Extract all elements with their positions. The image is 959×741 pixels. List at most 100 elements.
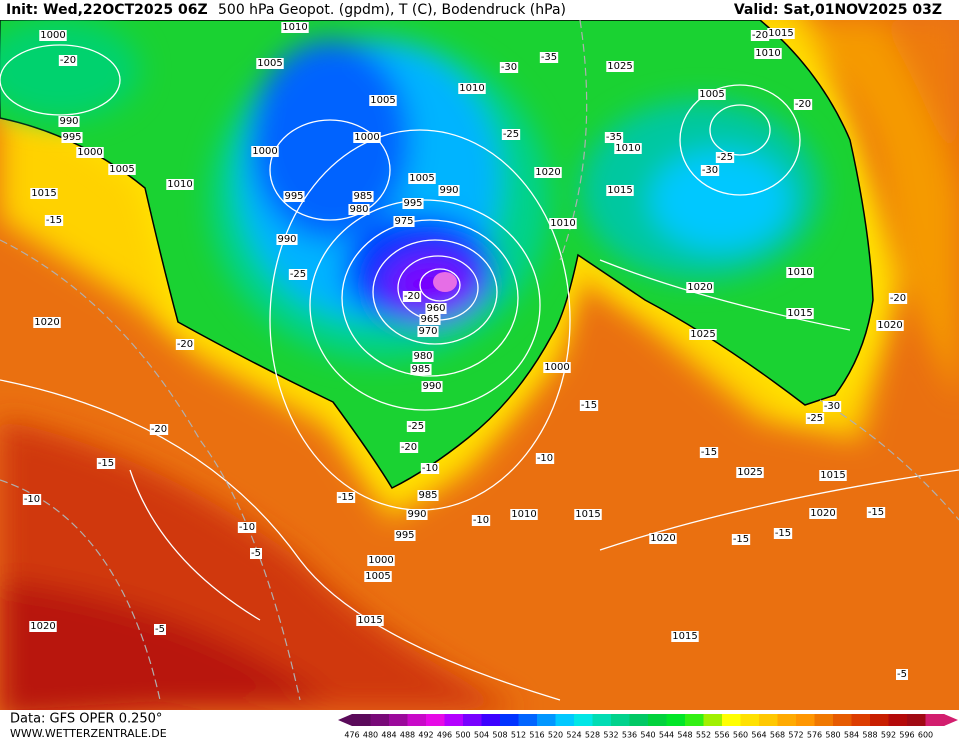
- isotherm-label-box: [896, 669, 908, 680]
- isobar-label-box: [786, 267, 814, 278]
- isotherm-label: -25: [290, 269, 306, 280]
- isotherm-label: -30: [824, 401, 840, 412]
- isotherm-label-box: [731, 534, 751, 545]
- isobar-label-box: [251, 146, 279, 157]
- isotherm-label: -15: [701, 447, 717, 458]
- isobar-label-box: [412, 351, 434, 362]
- isotherm-label: -30: [501, 62, 517, 73]
- isobar-label: 995: [284, 191, 303, 202]
- isobar-label: 1010: [615, 143, 640, 154]
- isobar-label: 1000: [368, 555, 393, 566]
- site-name: WWW.WETTERZENTRALE.DE: [10, 727, 167, 740]
- isobar-label-box: [61, 132, 83, 143]
- colorbar-swatch: [907, 714, 926, 726]
- isobar-label: 990: [439, 185, 458, 196]
- isobar-label-box: [402, 198, 424, 209]
- isobar-label-box: [410, 364, 432, 375]
- isotherm-label: -5: [251, 548, 261, 559]
- isobar-label-box: [419, 314, 441, 325]
- colorbar-label: 504: [474, 731, 489, 740]
- colorbar-swatch: [666, 714, 686, 726]
- isotherm-label: -15: [581, 400, 597, 411]
- isotherm-label-box: [250, 548, 262, 559]
- isobar-label-box: [394, 530, 416, 541]
- colorbar-label: 492: [418, 731, 433, 740]
- isobar-label: 1000: [544, 362, 569, 373]
- colorbar-swatch: [833, 714, 852, 726]
- isobar-label: 1005: [370, 95, 395, 106]
- isotherm-label: -20: [752, 30, 768, 41]
- colorbar-label: 540: [640, 731, 655, 740]
- isobar-label: 1010: [167, 179, 192, 190]
- isobar-label: 1015: [357, 615, 382, 626]
- isobar-label-box: [689, 329, 717, 340]
- isotherm-label-box: [154, 624, 166, 635]
- isobar-label-box: [458, 83, 486, 94]
- isobar-label-box: [614, 143, 642, 154]
- isobar-label: 1020: [877, 320, 902, 331]
- isobar-label: 1010: [755, 48, 780, 59]
- isobar-label: 1000: [354, 132, 379, 143]
- colorbar-label: 516: [529, 731, 544, 740]
- isotherm-label-box: [399, 442, 419, 453]
- isotherm-label: -25: [717, 152, 733, 163]
- isotherm-label-box: [579, 400, 599, 411]
- colorbar-arrow-left: [338, 714, 352, 726]
- isobar-label-box: [406, 509, 428, 520]
- isobar-label-box: [736, 467, 764, 478]
- isotherm-label-box: [700, 165, 720, 176]
- isobar-label-box: [364, 571, 392, 582]
- isotherm-label: -25: [503, 129, 519, 140]
- isotherm-label-box: [149, 424, 169, 435]
- colorbar-label: 500: [455, 731, 470, 740]
- isotherm-label: -20: [177, 339, 193, 350]
- isobar-label: 990: [277, 234, 296, 245]
- isobar-label-box: [408, 173, 436, 184]
- colorbar-swatch: [518, 714, 538, 726]
- colorbar-label: 576: [807, 731, 822, 740]
- colorbar-swatch: [703, 714, 723, 726]
- isotherm-label-box: [288, 269, 308, 280]
- isotherm-label-box: [822, 401, 842, 412]
- isotherm-label: -20: [404, 291, 420, 302]
- colorbar-label: 532: [603, 731, 618, 740]
- isobar-label-box: [510, 509, 538, 520]
- isotherm-label-box: [471, 515, 491, 526]
- isobar-label-box: [30, 188, 58, 199]
- colorbar-label: 512: [511, 731, 526, 740]
- colorbar-label: 560: [733, 731, 748, 740]
- isobar-label-box: [819, 470, 847, 481]
- isotherm-label-box: [535, 453, 555, 464]
- isotherm-label-box: [888, 293, 908, 304]
- colorbar-label: 476: [344, 731, 359, 740]
- isobar-label-box: [606, 61, 634, 72]
- isotherm-label-box: [420, 463, 440, 474]
- isobar-label-box: [534, 167, 562, 178]
- isobar-label: 995: [403, 198, 422, 209]
- isobar-label-box: [549, 218, 577, 229]
- colorbar-swatch: [925, 714, 945, 726]
- isobar-label-box: [417, 490, 439, 501]
- isotherm-label: -25: [408, 421, 424, 432]
- isobar-label-box: [786, 308, 814, 319]
- colorbar-label: 600: [918, 731, 933, 740]
- colorbar-swatch: [870, 714, 889, 726]
- colorbar-label: 508: [492, 731, 507, 740]
- isotherm-label: -20: [60, 55, 76, 66]
- colorbar-label: 592: [881, 731, 896, 740]
- isobar-label: 1020: [34, 317, 59, 328]
- isobar-label: 995: [62, 132, 81, 143]
- colorbar-swatch: [796, 714, 815, 726]
- isobar-label: 960: [426, 303, 445, 314]
- colorbar-swatch: [352, 714, 371, 726]
- isobar-label-box: [353, 132, 381, 143]
- isotherm-label: -30: [702, 165, 718, 176]
- isobar-label: 1015: [672, 631, 697, 642]
- colorbar-label: 564: [751, 731, 766, 740]
- isobar-label-box: [421, 381, 443, 392]
- isotherm-label-box: [44, 215, 64, 226]
- colorbar-swatch: [611, 714, 630, 726]
- isotherm-label-box: [402, 291, 422, 302]
- isotherm-label: -5: [155, 624, 165, 635]
- isobar-label: 1005: [257, 58, 282, 69]
